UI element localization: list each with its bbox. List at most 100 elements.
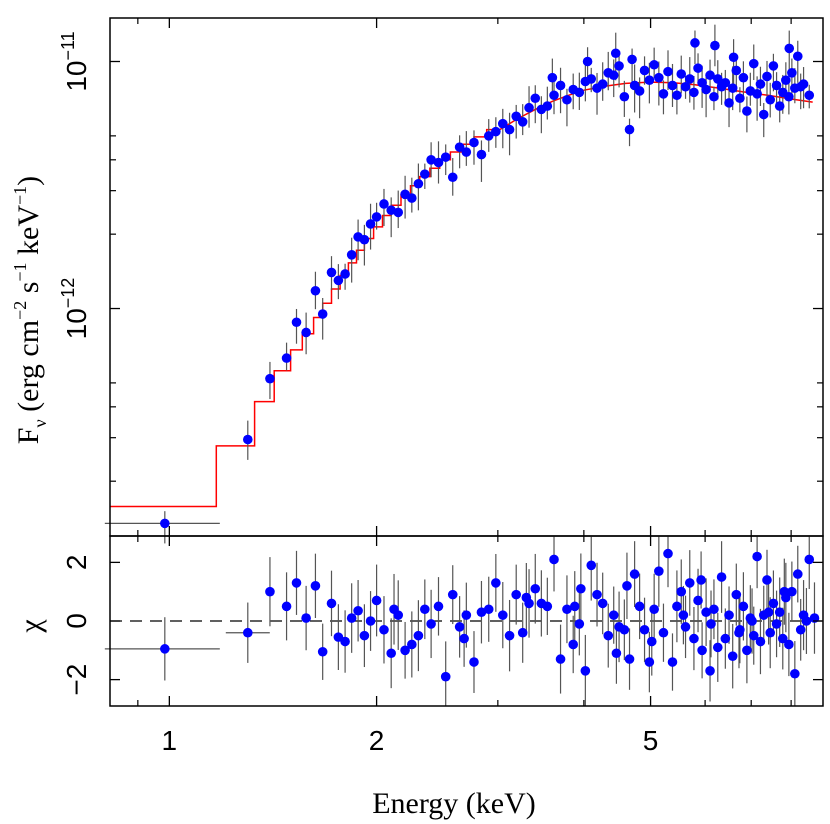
data-point [624,124,635,135]
residual-point [580,666,591,676]
spectrum-error-bars [104,24,810,544]
data-point [792,51,803,62]
residual-point [555,654,566,664]
data-point [413,178,424,189]
data-point [517,117,528,127]
residual-point [504,630,515,641]
residual-point [784,639,794,650]
data-point [680,81,691,92]
residual-point [644,657,655,667]
residual-point [658,627,669,638]
data-point [663,66,673,77]
data-point [784,43,795,54]
residual-point [649,604,659,615]
residual-point [562,604,572,615]
data-point [586,74,597,84]
residual-point [281,601,292,612]
data-point [291,317,302,328]
data-point [555,80,566,91]
residual-point [720,633,731,644]
residual-point [639,624,650,635]
residual-point [693,595,703,606]
residual-point [646,636,657,647]
residual-point [727,651,738,661]
residual-point [469,657,479,667]
residual-point [701,607,711,618]
data-point [420,169,430,179]
residual-point [747,616,757,626]
residual-point [622,581,632,591]
residual-point [608,610,619,620]
residual-y-tick-label: 2 [61,555,92,571]
residual-y-tick-label: 0 [61,613,92,629]
data-point [542,101,553,111]
spectrum-y-axis-label: Fν (erg cm−2 s−1 keV−1) [10,176,50,444]
data-point [317,309,328,319]
x-tick-label: 1 [162,725,178,756]
data-point [461,147,472,157]
data-point [301,327,311,338]
data-point [326,267,337,278]
data-point [787,68,797,78]
residuals-panel: −2 0 2 χ [14,535,824,707]
data-point [710,40,720,51]
data-point [574,87,585,98]
residual-point [804,554,815,565]
data-point [265,373,275,384]
residual-y-tick-label: −2 [61,664,92,696]
data-point [469,137,479,148]
residual-point [340,636,350,647]
data-point [491,126,501,137]
residual-point [420,604,430,615]
data-point [597,79,608,89]
data-point [649,59,659,70]
residual-point [734,627,744,638]
residual-point [483,604,494,615]
residual-point [689,633,699,644]
residual-point [576,583,586,594]
residual-point [795,624,806,635]
residual-point [611,648,622,659]
residual-point [542,601,553,612]
y-tick-label: 10−12 [58,278,92,340]
residual-point [597,598,608,609]
data-point [365,219,376,229]
data-point [346,250,357,260]
data-point [781,75,791,86]
data-point [634,86,645,96]
data-point [242,434,253,445]
data-point [658,89,669,99]
data-point [768,61,779,71]
residual-point [705,666,715,676]
residual-point [792,569,803,579]
residual-point [413,630,424,641]
data-point [701,84,711,95]
data-point [724,98,734,108]
data-point [614,61,624,71]
residual-point [459,633,469,644]
residual-point [748,630,759,641]
residual-point [530,583,541,594]
residual-point [801,616,812,626]
data-point [476,149,487,160]
data-point [440,152,451,162]
data-point [608,70,619,81]
residual-point [511,589,522,600]
residual-point [779,586,790,597]
data-point [359,234,370,245]
data-point [731,65,742,76]
spectrum-data-points [160,38,815,529]
data-point [684,74,695,84]
data-point [610,48,621,59]
data-point [758,109,769,120]
residual-point [634,601,645,612]
data-point [676,69,687,79]
residual-point [491,578,501,588]
data-point [712,74,723,84]
residual-point [706,619,716,629]
y-tick-label: 10−11 [58,31,92,91]
data-point [728,52,739,63]
residual-point [696,575,706,585]
data-point [752,89,762,99]
residual-point [592,589,602,600]
